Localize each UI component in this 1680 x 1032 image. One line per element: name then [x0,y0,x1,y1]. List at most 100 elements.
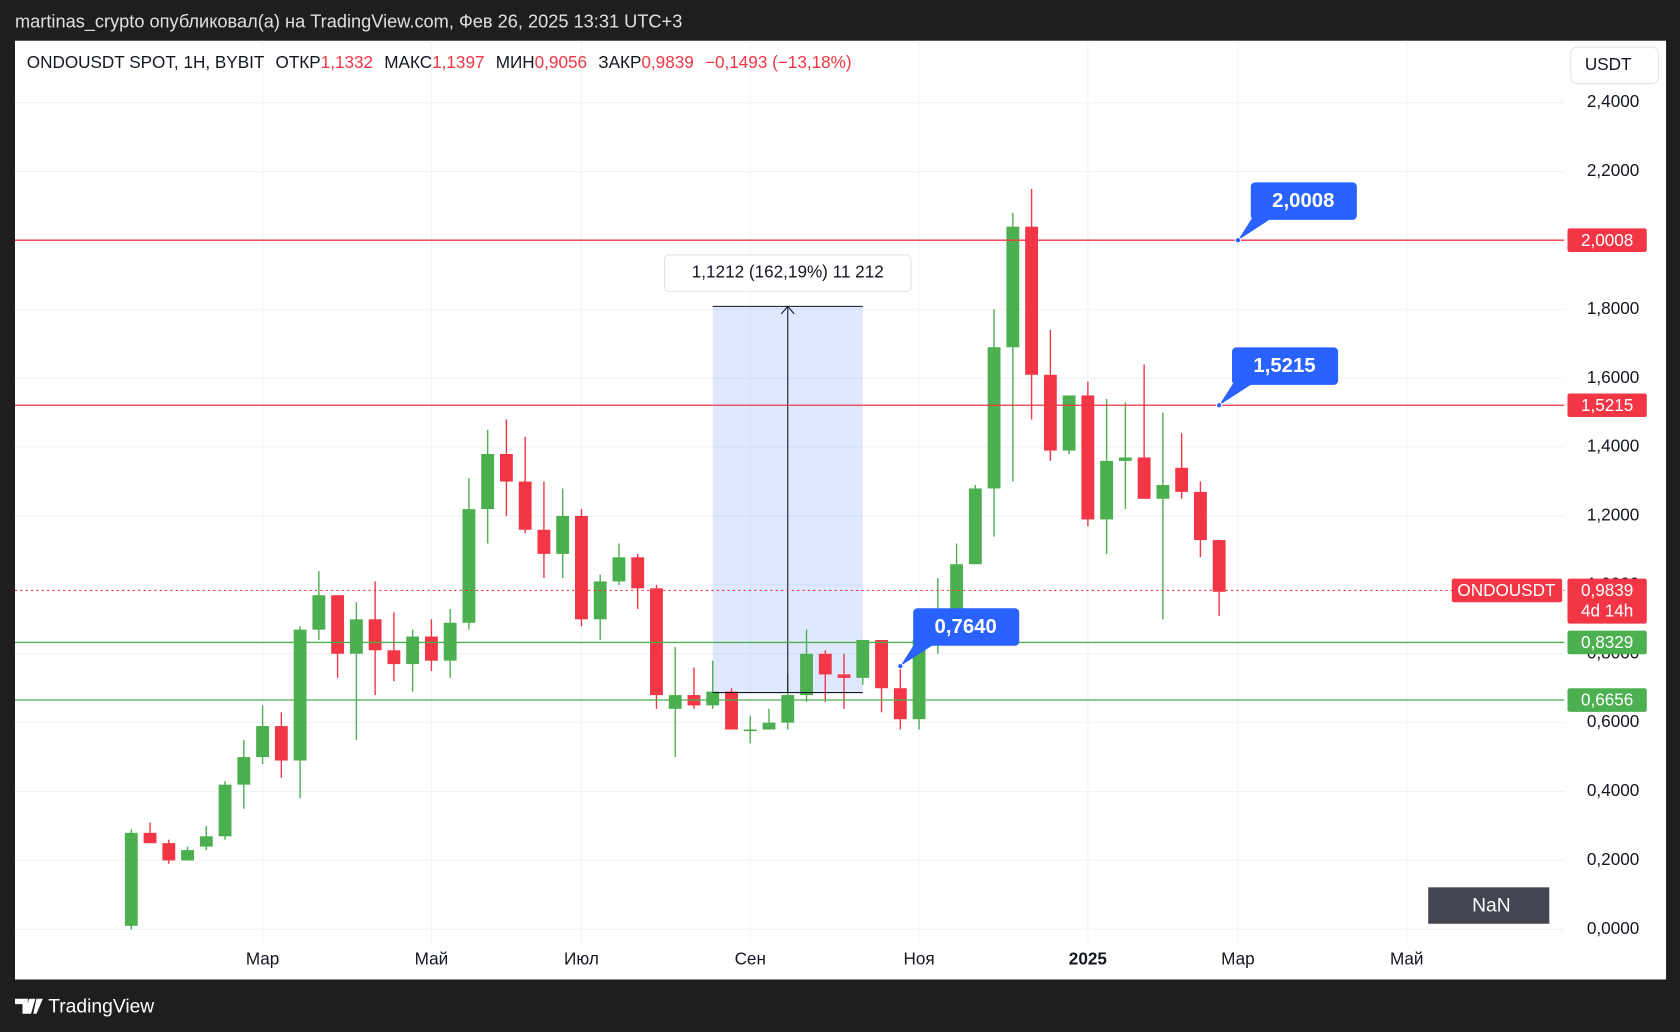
x-tick-label: Ноя [903,949,934,969]
legend-symbol: ONDOUSDT SPOT, 1H, BYBIT [27,52,265,72]
candle-body [1212,540,1226,592]
candle-body [612,557,626,582]
candle-body [237,757,251,785]
candle-body [725,691,738,730]
candle-body [987,347,1001,489]
candle-body [1006,226,1020,348]
candle-body [743,729,757,732]
last-price-box [1567,578,1647,624]
candle-body [1062,395,1076,451]
candle-body [293,629,307,761]
candle-body [368,619,382,651]
nan-label: NaN [1472,896,1511,917]
candle-body [349,619,363,654]
candle-body [462,509,476,623]
header: martinas_crypto опубликовал(а) на Tradin… [15,11,682,32]
candle-body [762,722,776,730]
logo [15,998,43,1014]
callout-pointer [1219,381,1256,406]
candle-body [406,636,420,665]
candle-body [199,836,213,847]
candle-body [556,515,570,554]
candle-body [950,564,964,613]
candle-body [124,832,138,926]
y-tick-label: 0,4000 [1587,780,1639,800]
y-tick-label: 1,6000 [1587,367,1639,387]
callout-anchor [897,662,904,670]
legend: ONDOUSDT SPOT, 1H, BYBIT ОТКР1,1332 МАКС… [27,52,852,72]
x-tick-label: Мар [1221,949,1255,969]
legend-low: 0,9056 [535,52,587,72]
x-tick-label: Май [1390,949,1424,969]
x-tick-label: Мар [246,949,280,969]
candle-body [181,850,194,861]
candle-body [1193,491,1207,541]
candle-body [1137,457,1151,499]
symbol-label-box [1451,578,1563,603]
logo-mark [15,998,43,1014]
plot: Мар Май Июл Сен Ноя 2025 Мар Май 0,0000 0,2000 0,4… [15,40,1647,969]
legend-open: 1,1332 [321,52,373,72]
candle-body [162,843,176,861]
currency-button[interactable] [1570,46,1660,85]
legend-close: 0,9839 [641,52,693,72]
candle-body [837,674,851,678]
price-label: 0,6656 [1581,690,1633,710]
callout-box [913,608,1020,646]
price-label-box [1567,393,1647,418]
currency[interactable]: USDT [1585,54,1632,74]
y-tick-label: 0,0000 [1587,918,1639,938]
nan-box [1428,887,1550,924]
measure-label: 1,1212 (162,19%) 11 212 [692,262,884,282]
y-tick-label: 0,6000 [1587,711,1639,731]
candle-body [912,639,926,720]
candle-body [387,650,401,665]
candle-body [256,726,270,758]
candle-body [218,784,232,837]
legend-open-label: ОТКР [276,52,321,72]
candle-body [481,454,495,510]
candle-body [424,636,438,661]
candle-body [781,695,795,723]
candle-body [499,454,513,482]
y-tick-label: 1,8000 [1587,298,1639,318]
chart-area [15,40,1667,980]
y-tick-label: 0,2000 [1587,849,1639,869]
candle-body [143,832,157,844]
candle-body [650,588,663,696]
x-tick-label: Сен [735,949,766,969]
legend-low-label: МИН [496,52,535,72]
candle-body [800,653,813,696]
symbol-label: ONDOUSDT [1457,580,1556,600]
callout-anchor [1234,236,1242,244]
callout-box [1232,347,1339,385]
callout-box [1250,182,1357,220]
candle-body [331,595,345,654]
candle-body [1175,467,1189,492]
candle-body [1043,374,1057,451]
candle-body [1100,460,1114,520]
price-label: 1,5215 [1581,395,1633,415]
candle-body [537,529,551,554]
countdown-label: 4d 14h [1581,600,1633,620]
candle-body [443,622,457,661]
candle-body [968,488,982,565]
legend-close-label: ЗАКР [598,52,641,72]
candle-body [1081,395,1095,520]
measure-arrowhead [780,305,795,315]
price-label-box [1567,228,1647,252]
price-label-box [1567,630,1647,655]
y-tick-label: 1,2000 [1587,505,1639,525]
legend-change: −0,1493 (−13,18%) [705,52,852,72]
candle-body [668,695,682,709]
callout-anchor [1215,402,1223,409]
price-label: 0,8329 [1581,632,1633,652]
candle-body [1118,457,1132,461]
legend-high-label: МАКС [384,52,432,72]
candle-body [818,653,832,675]
candle-body [312,595,326,630]
candle-body [1156,484,1170,499]
candle-body [518,481,532,530]
